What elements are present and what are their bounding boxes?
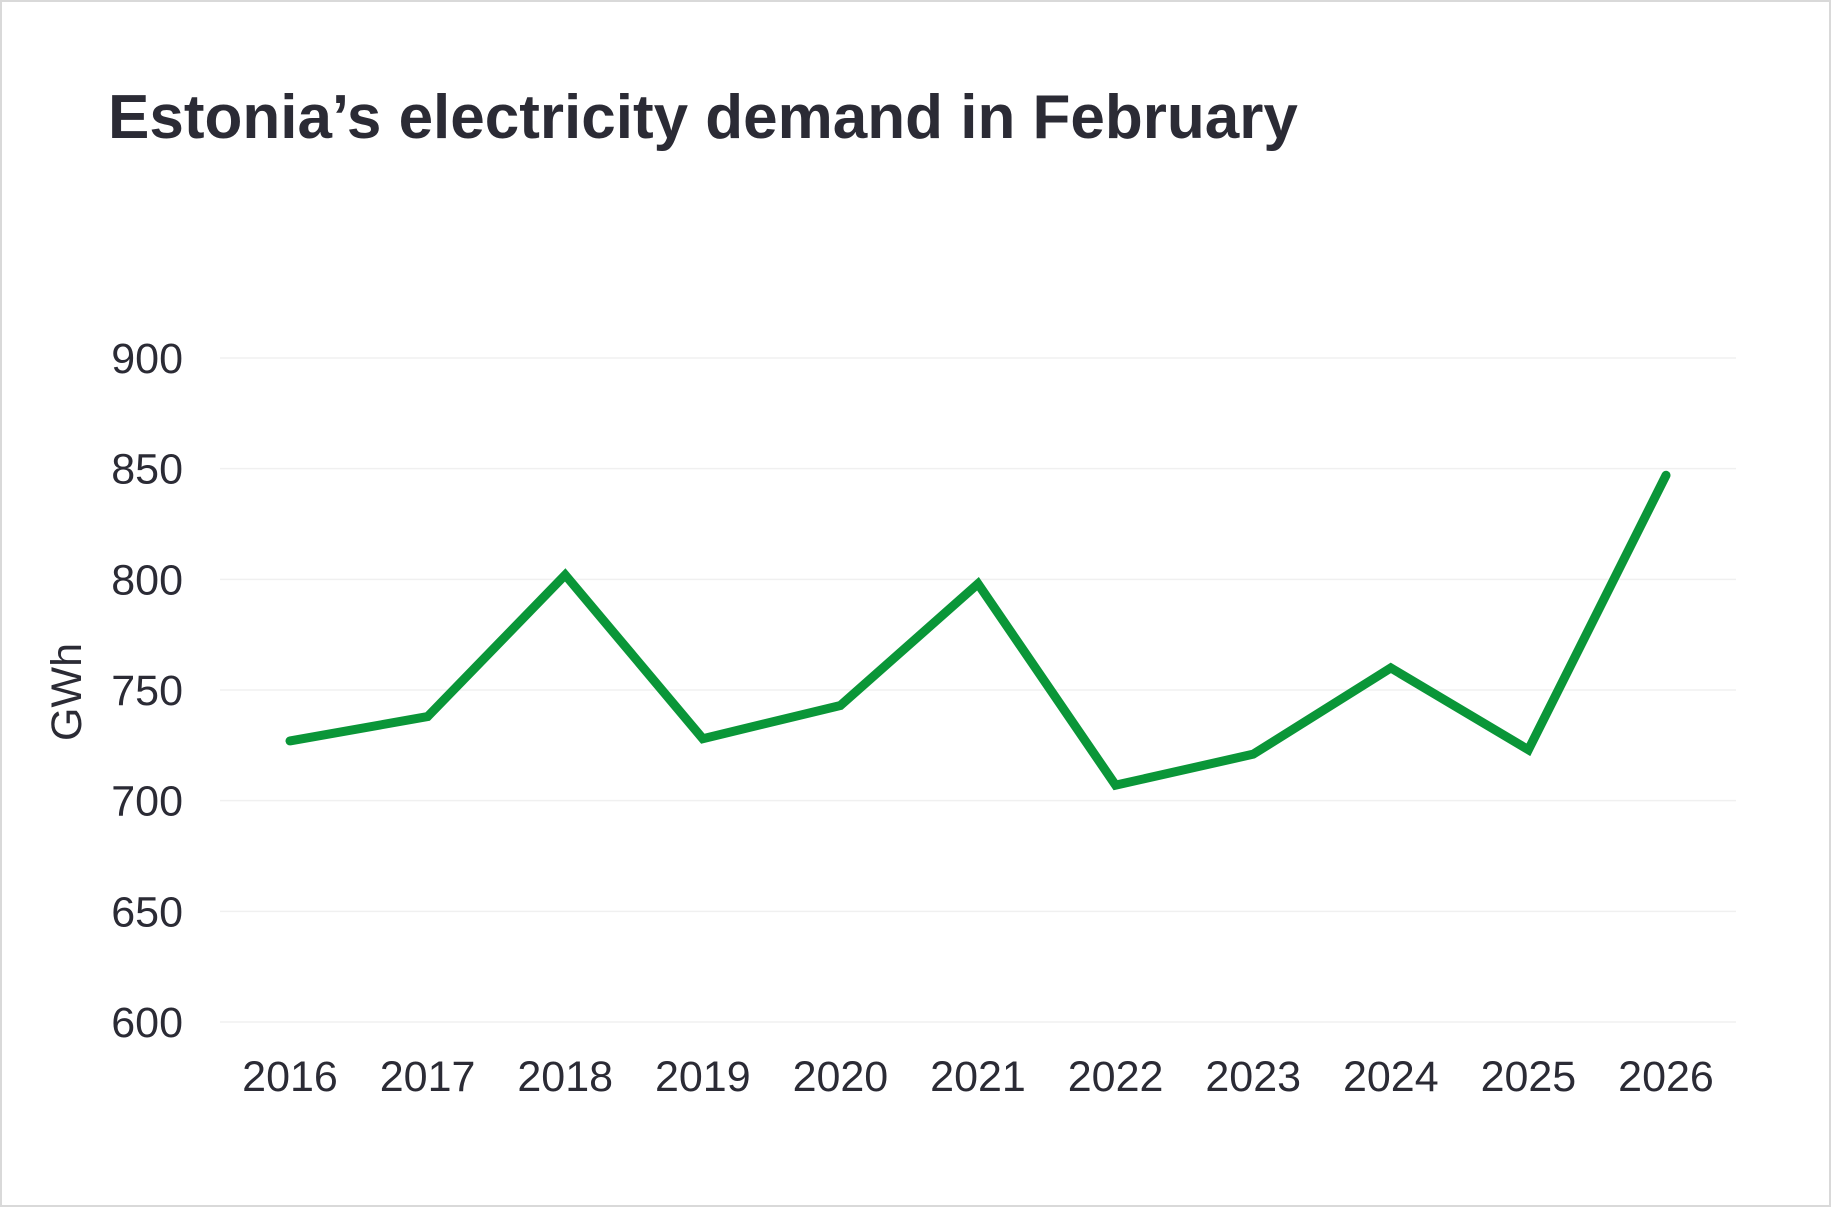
x-tick-label: 2022 [1068, 1053, 1164, 1101]
y-axis-ticks: 600 650 700 750 800 850 900 [111, 335, 183, 1047]
y-tick-label: 800 [111, 556, 183, 604]
x-tick-label: 2025 [1481, 1053, 1577, 1101]
series [285, 470, 1671, 791]
x-tick-label: 2024 [1343, 1053, 1439, 1101]
x-tick-label: 2017 [380, 1053, 476, 1101]
x-tick-label: 2018 [517, 1053, 613, 1101]
x-tick-label: 2016 [242, 1053, 338, 1101]
y-tick-label: 650 [111, 888, 183, 936]
x-tick-label: 2023 [1205, 1053, 1301, 1101]
x-tick-label: 2026 [1618, 1053, 1714, 1101]
y-tick-label: 700 [111, 778, 183, 826]
y-tick-label: 900 [111, 335, 183, 383]
y-tick-label: 850 [111, 446, 183, 494]
gridlines [220, 357, 1736, 1023]
chart-title: Estonia’s electricity demand in February [108, 83, 1298, 152]
y-tick-label: 600 [111, 999, 183, 1047]
x-tick-label: 2020 [793, 1053, 889, 1101]
x-tick-label: 2019 [655, 1053, 751, 1101]
series-line-0 [285, 470, 1671, 791]
x-axis-ticks: 2016 2017 2018 2019 2020 2021 2022 2023 2024 2025… [242, 1053, 1714, 1101]
y-tick-label: 750 [111, 667, 183, 715]
x-tick-label: 2021 [930, 1053, 1026, 1101]
y-axis-label: GWh [43, 643, 91, 741]
